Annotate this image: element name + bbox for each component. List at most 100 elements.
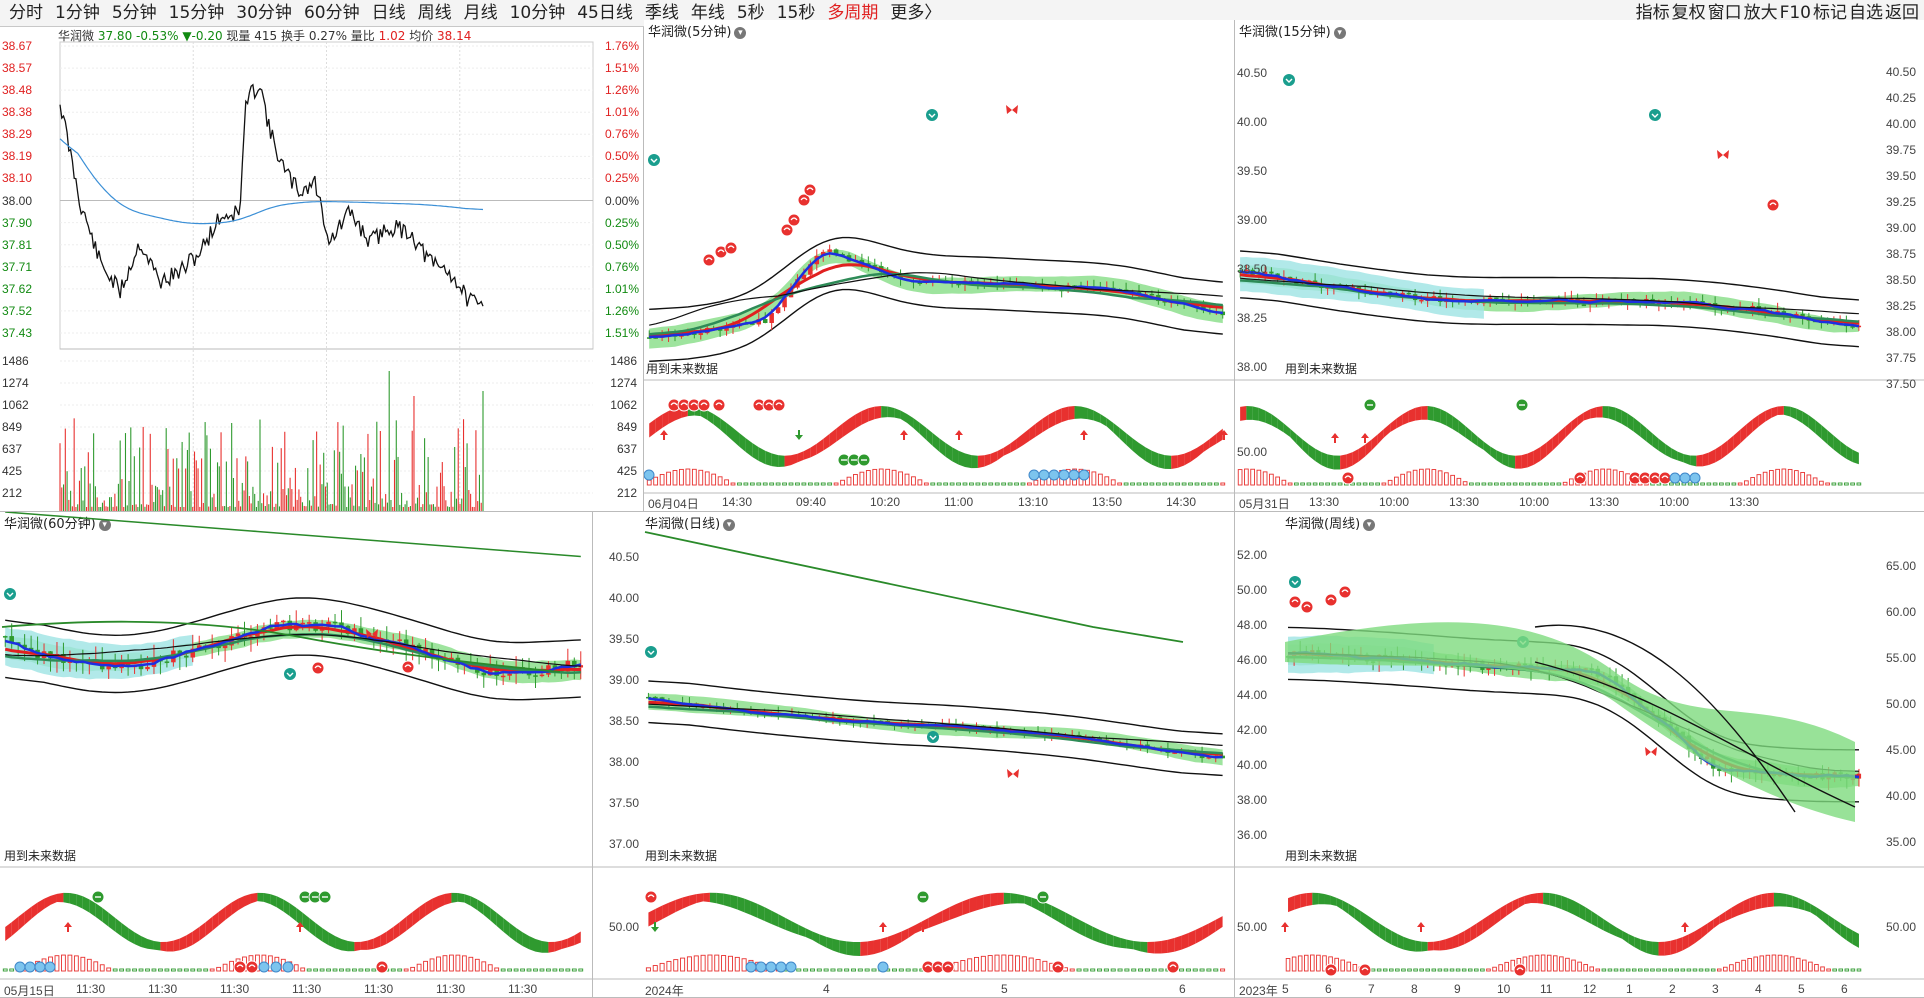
tab-5sec[interactable]: 5秒 (736, 3, 765, 23)
histogram-bar (1759, 955, 1765, 972)
histogram-bar (741, 958, 747, 972)
panel-title[interactable]: 华润微(15分钟) ▾ (1239, 21, 1346, 40)
candle-body (717, 328, 723, 331)
histogram-bar (967, 958, 973, 972)
kline-panel-week[interactable]: 华润微(周线) ▾ 用到未来数据 52.00 50.00 48.00 46.00 44.0… (1235, 512, 1924, 998)
kline-panel-day[interactable]: 华润微(日线) ▾ 用到未来数据 40.50 40.00 39.50 39.00 38.5… (593, 512, 1235, 998)
histogram-bar (796, 968, 802, 972)
indicator-button[interactable]: 指标 (1635, 3, 1670, 23)
tab-15sec[interactable]: 15秒 (776, 3, 816, 23)
panel-title[interactable]: 华润微(日线) ▾ (645, 513, 736, 532)
dropdown-icon[interactable]: ▾ (98, 519, 111, 531)
price-tick: 37.90 (2, 215, 33, 230)
histogram-bar (788, 482, 794, 486)
histogram-bar (1819, 480, 1824, 486)
pct-tick: 0.25% (604, 171, 639, 186)
indicator-wave (1561, 895, 1568, 912)
panel-title[interactable]: 华润微(5分钟) ▾ (648, 21, 747, 40)
indicator-wave (1640, 422, 1647, 442)
watchlist-button[interactable]: 自选 (1849, 3, 1883, 23)
tab-week[interactable]: 周线 (417, 3, 452, 23)
indicator-wave (218, 906, 226, 926)
tab-quarter[interactable]: 季线 (644, 3, 679, 23)
dropdown-icon[interactable]: ▾ (723, 519, 736, 531)
indicator-wave (1571, 416, 1578, 432)
volume-tick-right: 212 (616, 486, 637, 500)
kline-panel-60min[interactable]: 华润微(60分钟) ▾ 用到未来数据 05月15日 11:30 11:30 11:30 1… (0, 512, 593, 998)
indicator-wave (1771, 406, 1778, 418)
histogram-bar (1021, 956, 1027, 972)
tab-30min[interactable]: 30分钟 (236, 3, 292, 23)
tab-month[interactable]: 月线 (463, 3, 498, 23)
histogram-bar (1519, 482, 1524, 486)
tab-more[interactable]: 更多〉 (887, 2, 950, 24)
histogram-bar (853, 474, 858, 486)
indicator-wave (31, 902, 38, 920)
histogram-bar (704, 471, 710, 486)
histogram-bar (1565, 957, 1570, 972)
band-lower (649, 288, 1223, 362)
adjust-button[interactable]: 复权 (1671, 3, 1706, 23)
histogram-bar (816, 968, 822, 972)
tab-fenshi[interactable]: 分时 (9, 3, 43, 23)
dropdown-icon[interactable]: ▾ (1363, 519, 1376, 531)
signal-teal-icon (1289, 576, 1301, 588)
f10-button[interactable]: F10 (1779, 3, 1811, 23)
mark-button[interactable]: 标记 (1813, 3, 1847, 23)
zoom-button[interactable]: 放大 (1743, 3, 1778, 23)
indicator-wave (887, 934, 895, 950)
window-button[interactable]: 窗口 (1707, 3, 1742, 23)
tab-45day[interactable]: 45日线 (577, 3, 633, 23)
kline-panel-5min[interactable]: 华润微(5分钟) ▾ 用到未来数据 06月04日 14:30 09:40 10:20 11… (644, 20, 1235, 512)
indicator-wave (1725, 907, 1732, 922)
tab-1min[interactable]: 1分钟 (55, 3, 100, 23)
tab-10min[interactable]: 10分钟 (509, 3, 566, 23)
indicator-wave (1816, 907, 1823, 922)
panel-title[interactable]: 华润微(周线) ▾ (1285, 513, 1376, 532)
tab-5min[interactable]: 5分钟 (111, 3, 157, 23)
intraday-chart-panel[interactable]: 华润微 37.80 -0.53% ▼-0.20 现量 415 换手 0.27% … (0, 27, 644, 512)
tab-60min[interactable]: 60分钟 (303, 3, 360, 23)
indicator-wave (1391, 930, 1398, 948)
indicator-wave (535, 938, 542, 953)
histogram-bar (827, 482, 833, 486)
indicator-wave (1821, 424, 1828, 445)
histogram-bar (850, 968, 856, 972)
price-tick: 37.81 (2, 237, 33, 252)
indicator-wave (855, 410, 862, 429)
tab-multi-period[interactable]: 多周期 (827, 3, 879, 23)
panel-title[interactable]: 华润微(60分钟) ▾ (4, 513, 111, 532)
band-upper (5, 597, 581, 644)
histogram-bar (1461, 968, 1467, 972)
price-line (59, 83, 484, 307)
kline-panel-15min[interactable]: 华润微(15分钟) ▾ 用到未来数据 40.50 40.25 40.00 39.75 39… (1235, 20, 1924, 512)
dropdown-icon[interactable]: ▾ (1333, 27, 1346, 39)
indicator-wave (1608, 406, 1616, 421)
histogram-bar (513, 968, 519, 972)
date-label: 09:40 (796, 495, 827, 509)
indicator-wave (1324, 894, 1331, 905)
histogram-bar (904, 473, 910, 486)
dropdown-icon[interactable]: ▾ (734, 27, 747, 39)
indicator-wave (1676, 936, 1683, 954)
histogram-bar (1117, 482, 1123, 486)
indicator-wave (1590, 407, 1597, 419)
indicator-wave (965, 453, 972, 469)
indicator-wave (914, 921, 922, 934)
tab-day[interactable]: 日线 (371, 3, 406, 23)
indicator-wave (89, 899, 96, 917)
indicator-wave (1174, 935, 1182, 952)
candle-body (235, 633, 241, 637)
histogram-bar (1437, 968, 1443, 972)
back-button[interactable]: 返回 (1885, 3, 1919, 23)
signal-blue-icon (34, 961, 46, 973)
indicator-wave (791, 921, 799, 935)
histogram-bar (416, 963, 422, 972)
histogram-bar (652, 965, 658, 972)
price-tick-left: 46.00 (1237, 653, 1268, 667)
signal-blue-icon (270, 961, 282, 973)
tab-15min[interactable]: 15分钟 (168, 3, 225, 23)
price-tick: 39.50 (609, 632, 640, 646)
tab-year[interactable]: 年线 (690, 3, 725, 23)
indicator-wave (1558, 426, 1566, 445)
